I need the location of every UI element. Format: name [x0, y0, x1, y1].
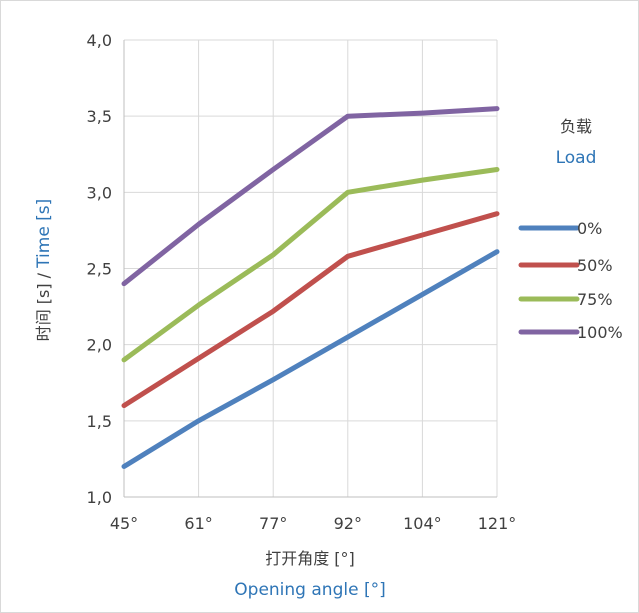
legend-label: 0% — [577, 219, 602, 238]
series-line — [121, 211, 500, 409]
y-tick-label: 2,5 — [87, 260, 112, 279]
legend-label: 100% — [577, 323, 623, 342]
legend-label: 50% — [577, 256, 613, 275]
x-tick-label: 45° — [110, 514, 138, 533]
x-tick-label: 92° — [334, 514, 362, 533]
series-line — [121, 167, 500, 363]
series-lines — [121, 106, 500, 469]
grid-lines — [124, 39, 498, 497]
x-tick-label: 104° — [403, 514, 442, 533]
series-line — [121, 106, 500, 287]
y-axis-title-en: Time [s] — [34, 199, 54, 269]
y-tick-labels: 1,0 1,5 2,0 2,5 3,0 3,5 4,0 — [87, 31, 112, 507]
axes — [123, 40, 497, 498]
y-tick-label: 2,0 — [87, 336, 112, 355]
x-axis-title-cn: 打开角度 [°] — [265, 549, 355, 568]
x-axis-title-en: Opening angle [°] — [234, 580, 385, 600]
x-tick-label: 61° — [184, 514, 212, 533]
y-axis-title-cn: 时间 [s] / — [34, 268, 53, 341]
y-tick-label: 1,5 — [87, 412, 112, 431]
y-tick-label: 3,5 — [87, 107, 112, 126]
y-tick-label: 4,0 — [87, 31, 112, 50]
legend-title-en: Load — [556, 148, 597, 168]
series-line — [121, 249, 500, 469]
x-tick-label: 121° — [478, 514, 517, 533]
x-tick-labels: 45° 61° 77° 92° 104° 121° — [110, 514, 516, 533]
x-tick-label: 77° — [259, 514, 287, 533]
y-axis-title: 时间 [s] / Time [s] — [34, 199, 54, 342]
legend-label: 75% — [577, 290, 613, 309]
y-tick-label: 1,0 — [87, 488, 112, 507]
y-tick-label: 3,0 — [87, 183, 112, 202]
legend-title-cn: 负载 — [560, 117, 592, 136]
legend: 0% 50% 75% 100% — [518, 219, 623, 342]
